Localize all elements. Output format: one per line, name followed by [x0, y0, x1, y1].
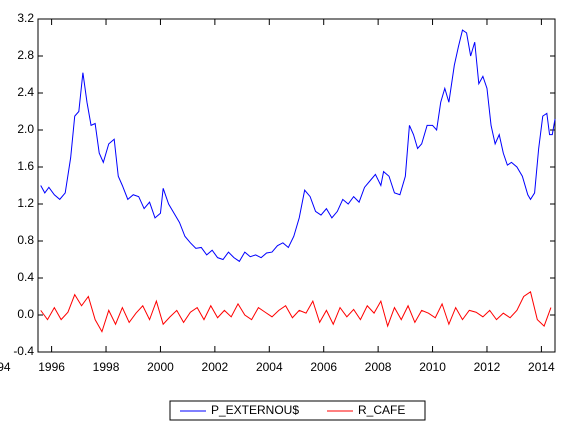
- y-tick-label: -0.4: [13, 344, 34, 358]
- y-tick-label: 2.0: [17, 122, 34, 136]
- x-tick-label: 2002: [202, 360, 229, 374]
- series-line: [40, 291, 552, 333]
- x-tick-label: 2010: [419, 360, 446, 374]
- y-tick-label: 1.6: [17, 159, 34, 173]
- legend-label: P_EXTERNOU$: [211, 403, 299, 417]
- y-tick-label: 3.2: [17, 11, 34, 25]
- legend-box: [169, 400, 426, 421]
- x-tick-label: 1994: [0, 360, 11, 374]
- x-tick-label: 2008: [365, 360, 392, 374]
- x-tick-label: 2006: [310, 360, 337, 374]
- x-tick-label: 2014: [528, 360, 555, 374]
- y-tick-label: 0.0: [17, 307, 34, 321]
- y-tick-label: 0.8: [17, 233, 34, 247]
- x-tick-label: 1998: [93, 360, 120, 374]
- y-tick-label: 2.8: [17, 48, 34, 62]
- x-tick-label: 2012: [474, 360, 501, 374]
- x-tick-label: 2004: [256, 360, 283, 374]
- plot-frame: [37, 18, 556, 353]
- y-tick-label: 1.2: [17, 196, 34, 210]
- x-tick-label: 1996: [38, 360, 65, 374]
- series-line: [40, 29, 556, 263]
- x-tick-label: 2000: [147, 360, 174, 374]
- y-tick-label: 2.4: [17, 85, 34, 99]
- y-tick-label: 0.4: [17, 270, 34, 284]
- legend-label: R_CAFE: [358, 403, 405, 417]
